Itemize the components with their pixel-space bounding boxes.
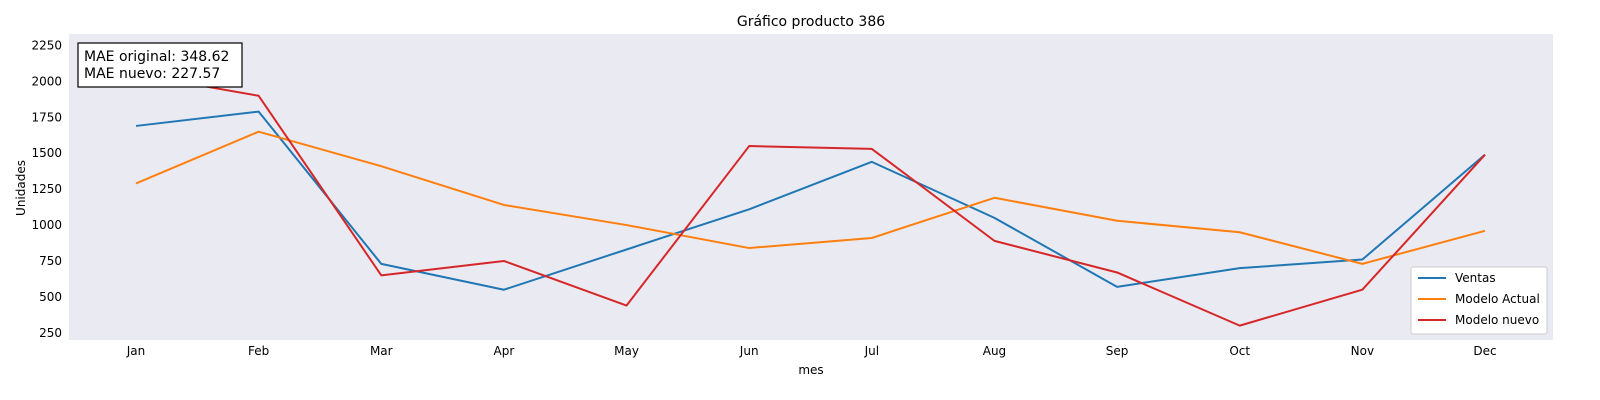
x-tick-label: Nov	[1351, 344, 1374, 358]
x-tick-label: May	[614, 344, 639, 358]
plot-area	[69, 34, 1553, 340]
y-tick-label: 500	[39, 290, 62, 304]
legend-label-ventas: Ventas	[1455, 271, 1496, 285]
annotation-line-2: MAE nuevo: 227.57	[84, 66, 220, 82]
x-axis-label: mes	[798, 363, 823, 377]
y-tick-label: 250	[39, 326, 62, 340]
x-tick-label: Aug	[983, 344, 1006, 358]
legend-label-modelo-nuevo: Modelo nuevo	[1455, 313, 1539, 327]
legend-label-modelo-actual: Modelo Actual	[1455, 292, 1540, 306]
x-tick-label: Mar	[370, 344, 393, 358]
x-tick-label: Jun	[739, 344, 759, 358]
y-tick-label: 2250	[31, 38, 62, 52]
x-axis: Jan Feb Mar Apr May Jun Jul Aug Sep Oct Nov Dec	[126, 344, 1497, 358]
annotation-box	[77, 42, 243, 88]
y-tick-label: 1000	[31, 218, 62, 232]
chart-title: Gráfico producto 386	[737, 14, 885, 30]
x-tick-label: Oct	[1229, 344, 1250, 358]
mae-annotation: MAE original: 348.62 MAE nuevo: 227.57	[77, 42, 243, 88]
legend: Ventas Modelo Actual Modelo nuevo	[1410, 266, 1548, 335]
series-line-0	[135, 110, 1486, 291]
legend-box	[1410, 266, 1548, 335]
y-tick-label: 1750	[31, 110, 62, 124]
x-tick-label: Feb	[248, 344, 269, 358]
annotation-line-1: MAE original: 348.62	[84, 49, 229, 65]
x-tick-label: Apr	[494, 344, 515, 358]
x-tick-label: Sep	[1106, 344, 1129, 358]
y-tick-label: 1250	[31, 182, 62, 196]
series-lines	[135, 73, 1486, 327]
series-line-2	[135, 73, 1486, 327]
x-tick-label: Jan	[126, 344, 146, 358]
x-tick-label: Dec	[1473, 344, 1496, 358]
y-tick-label: 1500	[31, 146, 62, 160]
series-line-1	[135, 130, 1486, 265]
y-tick-label: 750	[39, 254, 62, 268]
y-axis: 250 500 750 1000 1250 1500 1750 2000 2250	[31, 38, 62, 339]
x-tick-label: Jul	[864, 344, 879, 358]
y-axis-label: Unidades	[14, 160, 28, 216]
y-tick-label: 2000	[31, 74, 62, 88]
